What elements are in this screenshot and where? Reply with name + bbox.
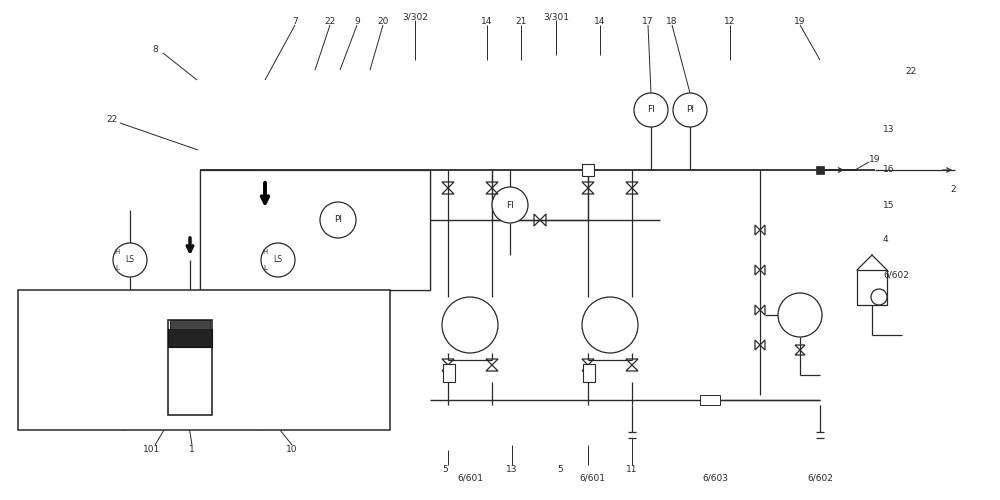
Text: 5: 5	[557, 466, 563, 474]
Text: L: L	[263, 265, 267, 271]
Text: 3/302: 3/302	[402, 12, 428, 22]
Text: 2: 2	[950, 186, 956, 194]
Bar	[443, 364, 455, 382]
Text: H: H	[262, 249, 268, 255]
Bar	[168, 329, 212, 347]
Text: LS: LS	[274, 256, 283, 264]
Text: 16: 16	[883, 166, 895, 174]
Bar	[857, 270, 887, 305]
Bar	[816, 166, 824, 174]
Text: 1: 1	[189, 446, 195, 454]
Text: 14: 14	[594, 18, 606, 26]
Text: 8: 8	[152, 46, 158, 54]
Circle shape	[673, 93, 707, 127]
Text: 17: 17	[642, 18, 654, 26]
Bar	[200, 170, 430, 290]
Text: 7: 7	[292, 18, 298, 26]
Circle shape	[113, 243, 147, 277]
Circle shape	[634, 93, 668, 127]
Text: 11: 11	[626, 466, 638, 474]
Circle shape	[320, 202, 356, 238]
Text: 18: 18	[666, 18, 678, 26]
Text: 19: 19	[794, 18, 806, 26]
Bar	[170, 320, 210, 329]
Circle shape	[261, 243, 295, 277]
Text: 13: 13	[883, 126, 895, 134]
Text: 21: 21	[515, 18, 527, 26]
Bar	[700, 395, 720, 405]
Text: 6/602: 6/602	[807, 474, 833, 482]
Bar	[582, 164, 594, 176]
Text: 12: 12	[724, 18, 736, 26]
Bar	[168, 320, 212, 415]
Text: FI: FI	[647, 106, 655, 114]
Text: 9: 9	[354, 18, 360, 26]
Bar	[18, 290, 390, 430]
Text: 3/301: 3/301	[543, 12, 569, 22]
Text: FI: FI	[506, 200, 514, 209]
Text: 6/601: 6/601	[457, 474, 483, 482]
Text: 20: 20	[377, 18, 389, 26]
Circle shape	[492, 187, 528, 223]
Circle shape	[871, 289, 887, 305]
Text: 22: 22	[106, 116, 118, 124]
Text: LS: LS	[126, 256, 134, 264]
Text: 22: 22	[905, 68, 916, 76]
Text: 6/601: 6/601	[579, 474, 605, 482]
Text: PI: PI	[334, 216, 342, 224]
Text: 13: 13	[506, 466, 518, 474]
Text: 5: 5	[442, 466, 448, 474]
Text: 6/602: 6/602	[883, 270, 909, 280]
Text: 6/603: 6/603	[702, 474, 728, 482]
Circle shape	[778, 293, 822, 337]
Text: 19: 19	[869, 156, 881, 164]
Text: 4: 4	[883, 236, 889, 244]
Text: 10: 10	[286, 446, 298, 454]
Text: 101: 101	[143, 446, 161, 454]
Circle shape	[442, 297, 498, 353]
Text: L: L	[115, 265, 119, 271]
Text: 15: 15	[883, 200, 895, 209]
Text: 22: 22	[324, 18, 336, 26]
Circle shape	[582, 297, 638, 353]
Text: H: H	[114, 249, 120, 255]
Text: PI: PI	[686, 106, 694, 114]
Bar	[583, 364, 595, 382]
Text: 14: 14	[481, 18, 493, 26]
